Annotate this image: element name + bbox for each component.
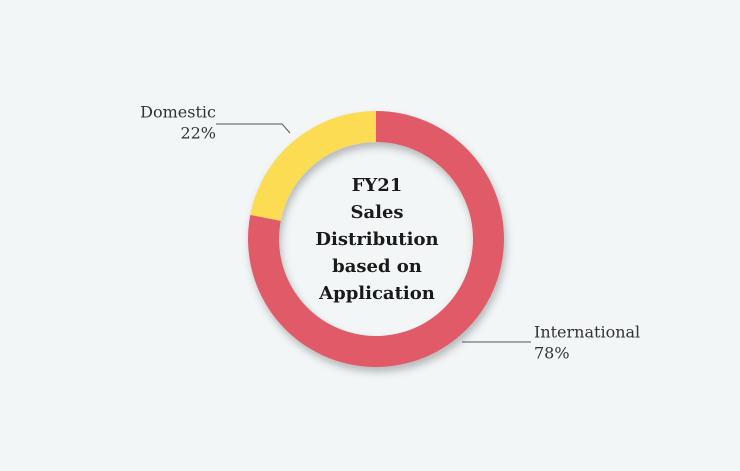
- chart-title: FY21: [352, 175, 403, 196]
- value-label: 78%: [534, 344, 570, 363]
- donut: [248, 111, 504, 367]
- category-label: Domestic: [140, 103, 216, 122]
- annotations: Domestic 22% International 78% FY21 Sales Dist…: [140, 103, 640, 363]
- chart-title: based on: [332, 256, 422, 277]
- chart-title: Distribution: [315, 229, 438, 250]
- chart-title: Application: [318, 283, 435, 304]
- leader-line: [216, 123, 291, 134]
- value-label: 22%: [180, 124, 216, 143]
- chart-title: Sales: [350, 202, 403, 223]
- donut-segment: [250, 111, 376, 221]
- category-label: International: [534, 323, 640, 342]
